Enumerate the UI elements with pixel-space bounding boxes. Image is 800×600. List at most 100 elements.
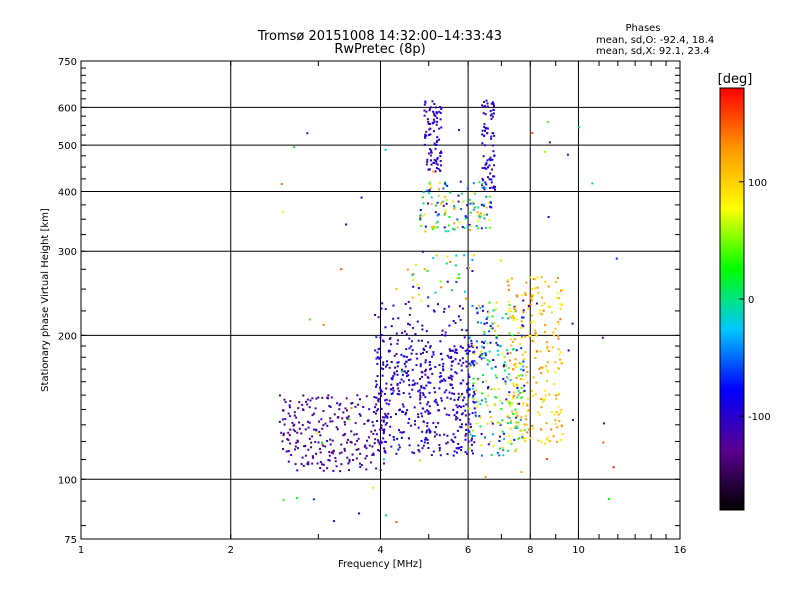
scatter-point: [437, 168, 440, 171]
y-tick-label: 300: [58, 247, 77, 258]
scatter-point: [303, 445, 306, 448]
scatter-point: [517, 389, 520, 392]
scatter-point: [419, 377, 422, 380]
scatter-point: [427, 341, 430, 344]
scatter-point: [490, 327, 493, 330]
scatter-point: [373, 442, 376, 445]
scatter-point: [375, 383, 378, 386]
scatter-point: [408, 384, 411, 387]
scatter-point: [358, 413, 361, 416]
scatter-point: [560, 425, 563, 428]
scatter-point: [425, 330, 428, 333]
scatter-point: [390, 377, 393, 380]
scatter-point: [482, 203, 485, 206]
scatter-point: [400, 368, 403, 371]
x-tick-label: 6: [465, 545, 471, 556]
scatter-point: [424, 359, 427, 362]
scatter-point: [501, 430, 504, 433]
scatter-point: [472, 400, 475, 403]
scatter-point: [547, 285, 550, 288]
scatter-point: [468, 388, 471, 391]
scatter-point: [374, 429, 377, 432]
scatter-point: [483, 129, 486, 132]
scatter-point: [520, 471, 523, 474]
scatter-point: [459, 180, 462, 183]
scatter-point: [424, 100, 427, 103]
scatter-point: [419, 214, 422, 217]
scatter-point: [282, 498, 285, 501]
scatter-point: [473, 360, 476, 363]
scatter-point: [379, 469, 382, 472]
scatter-point: [409, 307, 412, 310]
scatter-point: [422, 392, 425, 395]
scatter-point: [377, 348, 380, 351]
scatter-point: [433, 391, 436, 394]
scatter-point: [472, 384, 475, 387]
scatter-point: [490, 178, 493, 181]
scatter-point: [522, 437, 525, 440]
scatter-point: [409, 424, 412, 427]
scatter-point: [427, 120, 430, 123]
scatter-point: [455, 447, 458, 450]
scatter-point: [466, 389, 469, 392]
scatter-point: [334, 456, 337, 459]
scatter-point: [318, 420, 321, 423]
scatter-point: [436, 157, 439, 160]
scatter-point: [437, 194, 440, 197]
scatter-point: [432, 351, 435, 354]
x-tick-label: 1: [78, 545, 84, 556]
scatter-point: [420, 339, 423, 342]
scatter-point: [399, 381, 402, 384]
scatter-point: [490, 135, 493, 138]
scatter-point: [510, 344, 513, 347]
scatter-point: [456, 406, 459, 409]
scatter-point: [489, 187, 492, 190]
scatter-point: [446, 396, 449, 399]
scatter-point: [329, 443, 332, 446]
scatter-point: [468, 430, 471, 433]
scatter-point: [437, 213, 440, 216]
scatter-point: [545, 365, 548, 368]
y-axis-label: Stationary phase Virtual Height [km]: [40, 208, 51, 392]
scatter-point: [296, 496, 299, 499]
scatter-point: [516, 385, 519, 388]
scatter-point: [283, 398, 286, 401]
scatter-point: [334, 460, 337, 463]
scatter-point: [441, 329, 444, 332]
scatter-point: [343, 421, 346, 424]
scatter-point: [410, 352, 413, 355]
scatter-point: [346, 438, 349, 441]
scatter-point: [453, 208, 456, 211]
scatter-point: [340, 451, 343, 454]
scatter-point: [365, 447, 368, 450]
scatter-point: [494, 329, 497, 332]
scatter-point: [422, 351, 425, 354]
scatter-point: [478, 181, 481, 184]
scatter-point: [430, 226, 433, 229]
scatter-point: [558, 392, 561, 395]
y-tick-label: 600: [58, 103, 77, 114]
scatter-point: [414, 420, 417, 423]
scatter-point: [519, 419, 522, 422]
scatter-point: [483, 188, 486, 191]
scatter-point: [343, 433, 346, 436]
scatter-point: [469, 224, 472, 227]
scatter-point: [401, 331, 404, 334]
scatter-point: [444, 334, 447, 337]
scatter-point: [438, 364, 441, 367]
scatter-point: [432, 162, 435, 165]
scatter-point: [507, 449, 510, 452]
scatter-point: [293, 146, 296, 149]
scatter-point: [428, 181, 431, 184]
scatter-point: [486, 159, 489, 162]
scatter-point: [526, 431, 529, 434]
scatter-point: [289, 400, 292, 403]
scatter-point: [444, 212, 447, 215]
scatter-point: [477, 227, 480, 230]
scatter-point: [456, 226, 459, 229]
scatter-point: [435, 106, 438, 109]
scatter-point: [423, 268, 426, 271]
scatter-point: [430, 203, 433, 206]
scatter-point: [419, 365, 422, 368]
scatter-point: [525, 365, 528, 368]
